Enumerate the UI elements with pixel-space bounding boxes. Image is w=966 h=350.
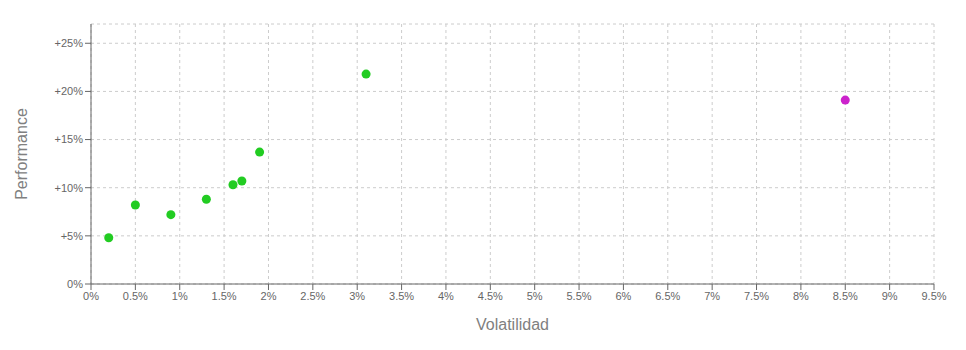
svg-text:4.5%: 4.5% <box>478 290 503 302</box>
svg-text:7.5%: 7.5% <box>744 290 769 302</box>
svg-text:1.5%: 1.5% <box>212 290 237 302</box>
svg-text:+15%: +15% <box>55 133 84 145</box>
svg-text:6%: 6% <box>615 290 631 302</box>
svg-text:Performance: Performance <box>13 108 30 200</box>
svg-text:8.5%: 8.5% <box>833 290 858 302</box>
svg-text:7%: 7% <box>704 290 720 302</box>
svg-text:0.5%: 0.5% <box>123 290 148 302</box>
svg-text:2.5%: 2.5% <box>300 290 325 302</box>
svg-text:0%: 0% <box>67 278 83 290</box>
svg-text:9%: 9% <box>882 290 898 302</box>
svg-text:1%: 1% <box>172 290 188 302</box>
svg-text:2%: 2% <box>261 290 277 302</box>
svg-text:6.5%: 6.5% <box>655 290 680 302</box>
svg-text:+5%: +5% <box>61 230 84 242</box>
svg-text:+20%: +20% <box>55 85 84 97</box>
svg-text:8%: 8% <box>793 290 809 302</box>
svg-text:+10%: +10% <box>55 182 84 194</box>
svg-text:0%: 0% <box>83 290 99 302</box>
svg-text:Volatilidad: Volatilidad <box>476 316 549 333</box>
svg-text:5.5%: 5.5% <box>567 290 592 302</box>
svg-text:+25%: +25% <box>55 37 84 49</box>
svg-text:5%: 5% <box>527 290 543 302</box>
svg-text:3%: 3% <box>349 290 365 302</box>
svg-text:4%: 4% <box>438 290 454 302</box>
svg-text:9.5%: 9.5% <box>921 290 946 302</box>
svg-text:3.5%: 3.5% <box>389 290 414 302</box>
